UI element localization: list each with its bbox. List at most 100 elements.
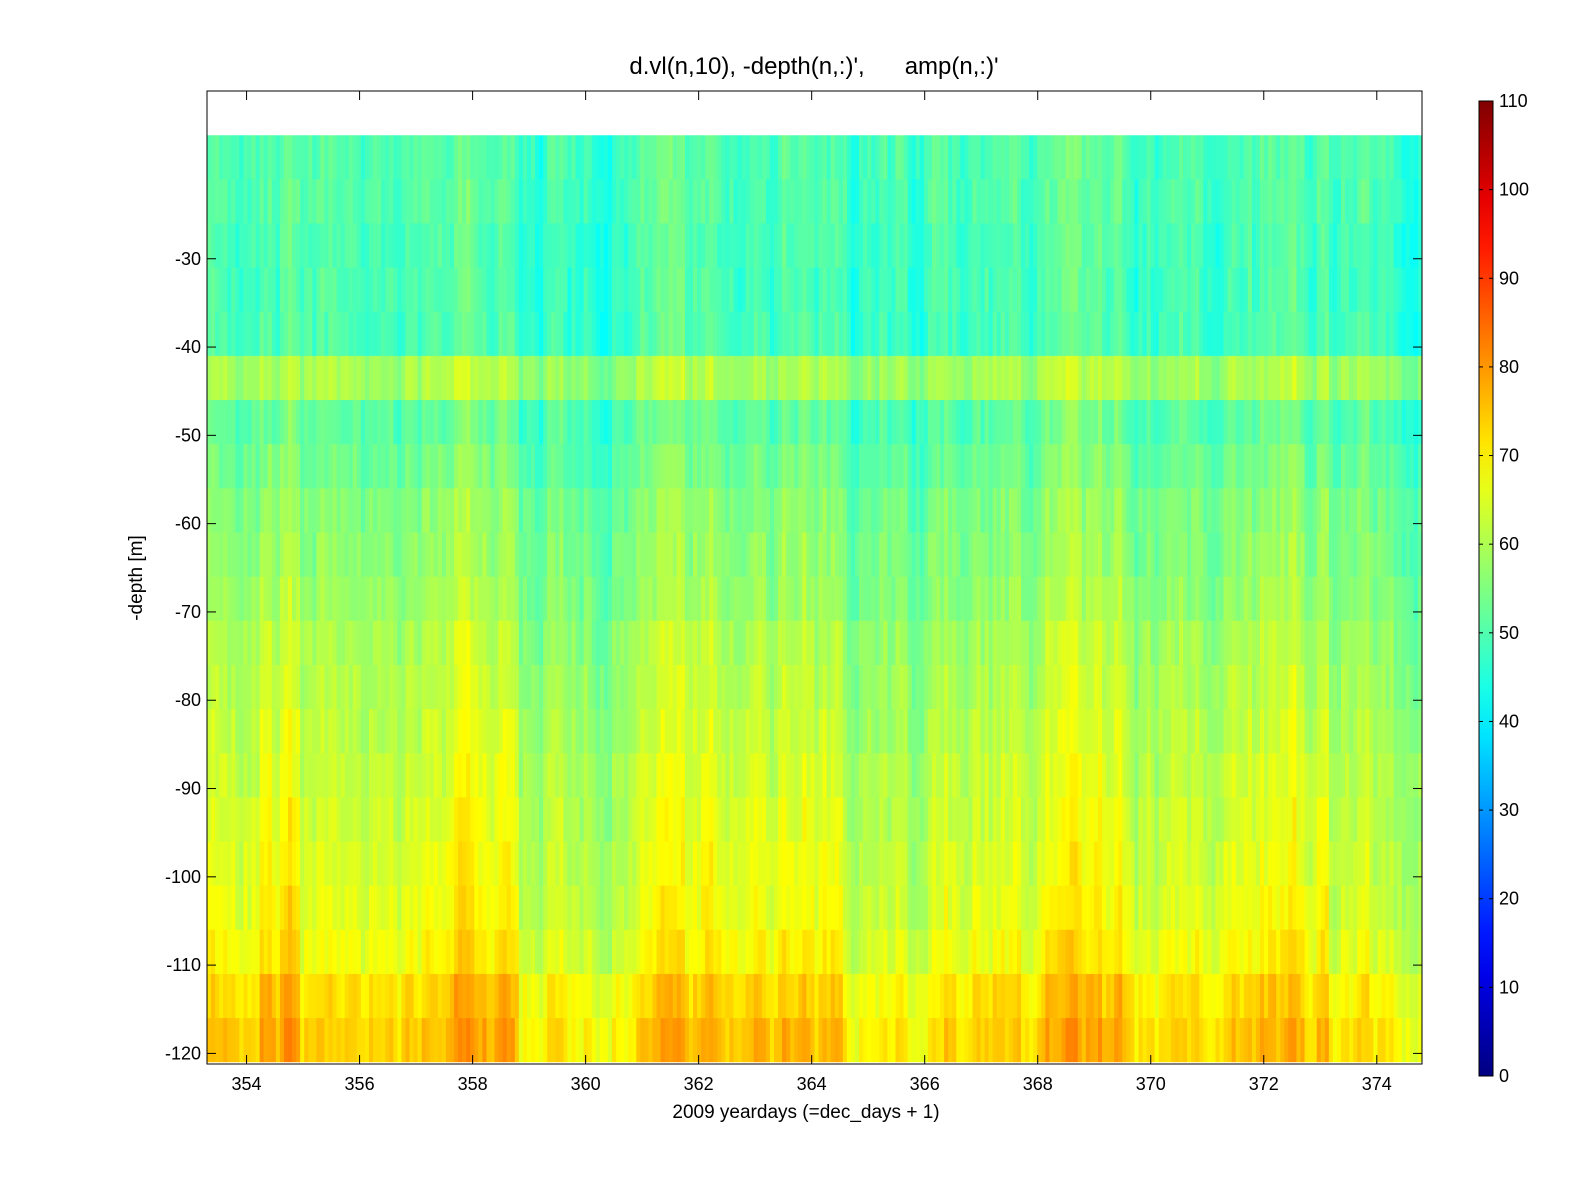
heatmap-cell [826, 620, 832, 666]
heatmap-cell [867, 664, 872, 710]
heatmap-cell [405, 532, 411, 578]
heatmap-cell [1069, 488, 1075, 534]
heatmap-cell [794, 620, 799, 666]
heatmap-cell [875, 885, 880, 931]
heatmap-cell [1154, 664, 1160, 710]
heatmap-cell [1057, 488, 1063, 534]
heatmap-cell [405, 311, 411, 357]
heatmap-cell [676, 311, 682, 357]
heatmap-cell [1158, 444, 1164, 489]
heatmap-cell [437, 267, 443, 313]
heatmap-cell [729, 841, 735, 887]
heatmap-cell [612, 709, 617, 754]
heatmap-cell [462, 885, 467, 931]
heatmap-cell [482, 973, 488, 1019]
heatmap-cell [1041, 179, 1046, 225]
heatmap-cell [628, 223, 633, 269]
heatmap-cell [753, 709, 759, 754]
heatmap-cell [531, 576, 536, 622]
heatmap-cell [765, 576, 771, 622]
heatmap-cell [591, 400, 597, 445]
heatmap-cell [235, 444, 240, 489]
heatmap-cell [1021, 576, 1026, 622]
heatmap-cell [547, 179, 552, 225]
heatmap-cell [227, 885, 232, 931]
heatmap-cell [927, 885, 933, 931]
heatmap-cell [215, 664, 220, 710]
heatmap-cell [312, 664, 317, 710]
heatmap-cell [980, 664, 986, 710]
heatmap-cell [737, 1018, 743, 1063]
heatmap-cell [693, 355, 698, 401]
heatmap-cell [547, 709, 552, 754]
heatmap-cell [1012, 444, 1018, 489]
heatmap-cell [790, 797, 795, 843]
heatmap-cell [721, 973, 726, 1019]
heatmap-cell [911, 267, 917, 313]
heatmap-cell [599, 223, 605, 269]
heatmap-cell [709, 1018, 714, 1063]
heatmap-cell [571, 135, 577, 180]
heatmap-cell [259, 709, 265, 754]
heatmap-cell [757, 400, 763, 445]
heatmap-cell [875, 311, 880, 357]
heatmap-cell [936, 444, 941, 489]
heatmap-cell [369, 973, 374, 1019]
heatmap-cell [470, 267, 475, 313]
heatmap-cell [875, 223, 880, 269]
heatmap-cell [952, 885, 957, 931]
heatmap-cell [769, 267, 775, 313]
heatmap-cell [429, 797, 435, 843]
heatmap-cell [1158, 223, 1164, 269]
heatmap-cell [539, 135, 544, 180]
heatmap-cell [292, 709, 297, 754]
heatmap-cell [1162, 841, 1168, 887]
heatmap-cell [275, 885, 281, 931]
heatmap-cell [324, 267, 330, 313]
heatmap-cell [749, 841, 755, 887]
heatmap-cell [802, 841, 807, 887]
heatmap-cell [992, 311, 998, 357]
heatmap-cell [1021, 797, 1026, 843]
heatmap-cell [1134, 620, 1140, 666]
heatmap-cell [737, 841, 743, 887]
heatmap-cell [271, 753, 277, 798]
heatmap-cell [344, 532, 350, 578]
heatmap-cell [498, 885, 504, 931]
heatmap-cell [332, 267, 338, 313]
heatmap-cell [749, 664, 755, 710]
heatmap-cell [239, 576, 245, 622]
heatmap-cell [790, 267, 795, 313]
heatmap-cell [931, 135, 937, 180]
heatmap-cell [968, 179, 974, 225]
heatmap-cell [389, 797, 394, 843]
heatmap-cell [883, 929, 888, 975]
heatmap-cell [778, 664, 783, 710]
heatmap-cell [409, 311, 415, 357]
heatmap-cell [595, 135, 601, 180]
heatmap-cell [563, 709, 569, 754]
heatmap-cell [271, 664, 277, 710]
heatmap-cell [911, 841, 917, 887]
heatmap-cell [1138, 620, 1144, 666]
heatmap-cell [923, 973, 929, 1019]
heatmap-cell [429, 664, 435, 710]
heatmap-cell [1085, 444, 1091, 489]
heatmap-cell [1025, 664, 1030, 710]
heatmap-cell [996, 488, 1002, 534]
heatmap-cell [1114, 797, 1119, 843]
heatmap-cell [632, 267, 637, 313]
heatmap-cell [522, 753, 528, 798]
heatmap-cell [498, 620, 504, 666]
heatmap-cell [668, 488, 674, 534]
heatmap-cell [1008, 311, 1014, 357]
heatmap-cell [952, 400, 957, 445]
heatmap-cell [1102, 576, 1107, 622]
heatmap-cell [871, 179, 876, 225]
heatmap-cell [984, 267, 990, 313]
heatmap-cell [899, 1018, 905, 1063]
heatmap-cell [988, 885, 994, 931]
heatmap-cell [948, 311, 953, 357]
heatmap-cell [555, 973, 560, 1019]
heatmap-cell [931, 620, 937, 666]
